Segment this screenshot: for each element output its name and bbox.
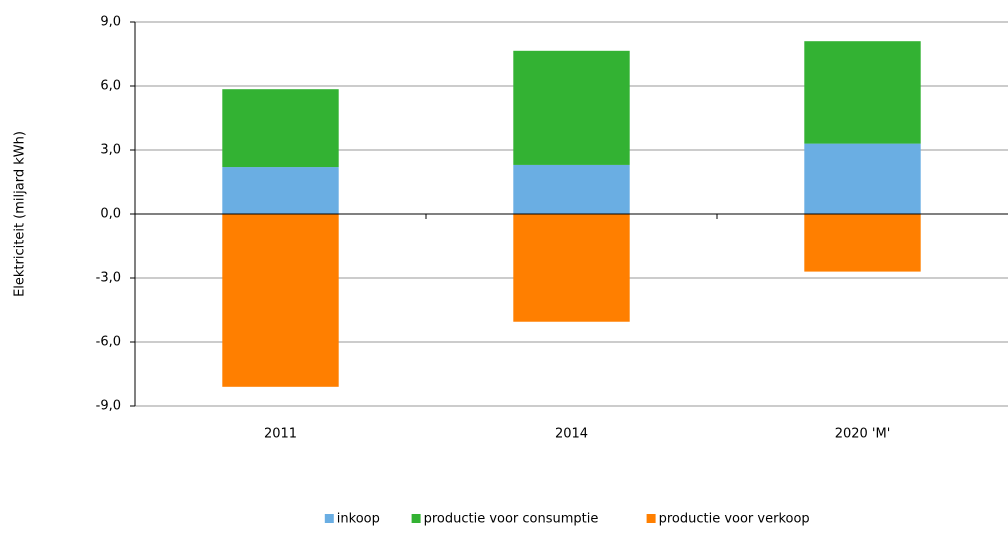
legend-label: inkoop (337, 512, 380, 527)
y-tick-label: 0,0 (100, 207, 121, 222)
y-tick-label: 9,0 (100, 15, 121, 30)
y-tick-label: 6,0 (100, 79, 121, 94)
x-tick-label: 2020 'M' (835, 427, 891, 442)
y-axis-label: Elektriciteit (miljard kWh) (13, 131, 28, 297)
bar (222, 89, 339, 168)
legend-swatch (411, 514, 421, 523)
bar (804, 214, 921, 272)
bar (222, 167, 339, 214)
legend-swatch (646, 514, 656, 523)
bar (513, 164, 630, 214)
x-tick-label: 2011 (264, 427, 297, 442)
y-tick-label: -9,0 (96, 399, 121, 414)
bar (513, 50, 630, 165)
bar (804, 41, 921, 144)
y-tick-label: -6,0 (96, 335, 121, 350)
bar (222, 214, 339, 387)
y-tick-label: 3,0 (100, 143, 121, 158)
x-tick-label: 2014 (555, 427, 588, 442)
legend-label: productie voor consumptie (424, 512, 599, 527)
y-tick-label: -3,0 (96, 271, 121, 286)
legend-label: productie voor verkoop (659, 512, 810, 527)
bar (513, 214, 630, 322)
legend-swatch (324, 514, 334, 523)
bar (804, 143, 921, 214)
